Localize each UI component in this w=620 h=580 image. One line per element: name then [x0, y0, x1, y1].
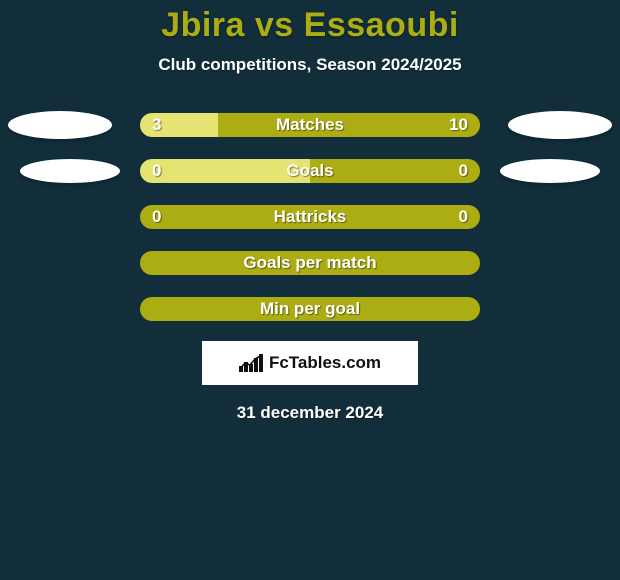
- stat-row: Goals per match: [0, 251, 620, 275]
- title-vs: vs: [255, 6, 294, 44]
- stat-row: 00Goals: [0, 159, 620, 183]
- right-player-badge: [500, 159, 600, 183]
- stat-row: 310Matches: [0, 113, 620, 137]
- subtitle: Club competitions, Season 2024/2025: [0, 55, 620, 75]
- stat-bar: Min per goal: [140, 297, 480, 321]
- footer-date: 31 december 2024: [0, 403, 620, 423]
- left-player-badge: [8, 111, 112, 139]
- title-left-player: Jbira: [161, 6, 245, 44]
- brand-chart-icon: [239, 354, 263, 372]
- stat-label: Goals per match: [140, 251, 480, 275]
- comparison-rows: 310Matches 00Goals 00Hattricks Goals per ma…: [0, 113, 620, 321]
- stat-bar: 00Goals: [140, 159, 480, 183]
- page-title: Jbira vs Essaoubi: [0, 6, 620, 45]
- stat-row: 00Hattricks: [0, 205, 620, 229]
- left-player-badge: [20, 159, 120, 183]
- stat-bar: 00Hattricks: [140, 205, 480, 229]
- stat-bar: Goals per match: [140, 251, 480, 275]
- brand-box[interactable]: FcTables.com: [202, 341, 418, 385]
- stat-label: Hattricks: [140, 205, 480, 229]
- stat-row: Min per goal: [0, 297, 620, 321]
- stat-label: Min per goal: [140, 297, 480, 321]
- stat-bar: 310Matches: [140, 113, 480, 137]
- page-root: Jbira vs Essaoubi Club competitions, Sea…: [0, 0, 620, 580]
- right-player-badge: [508, 111, 612, 139]
- stat-label: Goals: [140, 159, 480, 183]
- stat-label: Matches: [140, 113, 480, 137]
- title-right-player: Essaoubi: [304, 6, 459, 44]
- brand-text: FcTables.com: [269, 353, 381, 373]
